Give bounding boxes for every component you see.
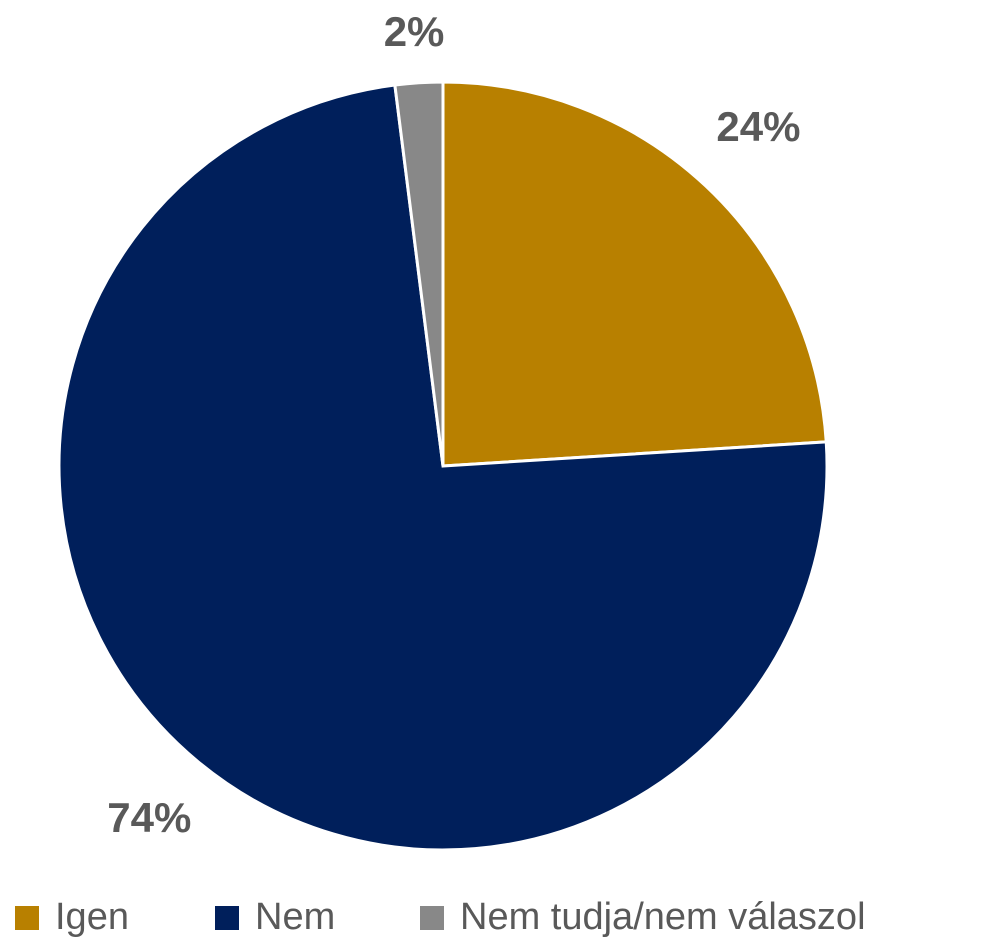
pie-slice bbox=[393, 80, 445, 467]
pie-slice bbox=[57, 83, 829, 852]
legend-label: Nem bbox=[255, 896, 335, 938]
legend-label: Igen bbox=[55, 896, 129, 938]
pie-slice bbox=[441, 80, 828, 468]
data-label: 74% bbox=[107, 794, 191, 841]
legend-swatch bbox=[215, 906, 239, 930]
legend-swatch bbox=[420, 906, 444, 930]
legend-label: Nem tudja/nem válaszol bbox=[460, 896, 866, 938]
data-label: 24% bbox=[716, 103, 800, 150]
legend-swatch bbox=[15, 906, 39, 930]
data-label: 2% bbox=[384, 8, 445, 55]
